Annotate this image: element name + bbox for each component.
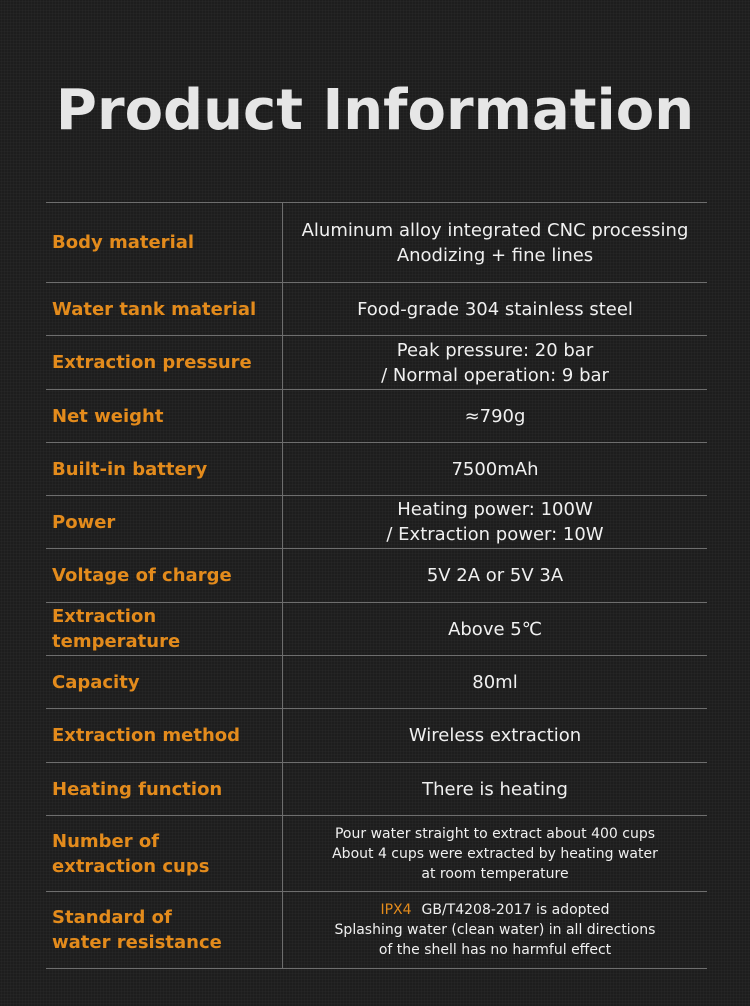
spec-value-line: 5V 2A or 5V 3A (426, 565, 564, 586)
spec-label-line: Extraction temperature (52, 606, 181, 652)
spec-value-line: Peak pressure: 20 bar (396, 339, 594, 361)
spec-value: 80ml (282, 655, 707, 709)
spec-value: Heating power: 100W / Extraction power: 1… (282, 495, 707, 549)
spec-row: Body material Aluminum alloy integrated C… (46, 202, 707, 283)
spec-value-line: / Extraction power: 10W (386, 524, 604, 545)
spec-label: Number of extraction cups (46, 815, 283, 892)
spec-value-line: There is heating (422, 778, 568, 800)
spec-label: Voltage of charge (46, 548, 283, 603)
spec-label-line: Body material (52, 232, 195, 253)
spec-label: Extraction method (46, 708, 283, 763)
spec-value-line: Anodizing + fine lines (396, 244, 594, 266)
spec-label-line: Number of (52, 830, 160, 852)
spec-label-line: Capacity (52, 671, 140, 693)
spec-value: Food-grade 304 stainless steel (282, 282, 707, 336)
spec-row: Standard of water resistance IPX4 GB/T4208-… (46, 891, 707, 969)
spec-value: 5V 2A or 5V 3A (282, 548, 707, 603)
spec-row: Extraction temperature Above 5℃ (46, 602, 707, 656)
spec-value: There is heating (282, 762, 707, 816)
spec-value-line: Wireless extraction (408, 725, 582, 746)
spec-label: Capacity (46, 655, 283, 709)
spec-value-line: Splashing water (clean water) in all dir… (334, 922, 656, 938)
spec-label: Power (46, 495, 283, 549)
spec-value-line: ≈790g (464, 405, 526, 427)
spec-row: Water tank material Food-grade 304 stainl… (46, 282, 707, 336)
spec-row: Number of extraction cups Pour water strai… (46, 815, 707, 892)
spec-label: Net weight (46, 389, 283, 443)
spec-row: Power Heating power: 100W / Extraction pow… (46, 495, 707, 549)
spec-label: Built-in battery (46, 442, 283, 496)
spec-table: Body material Aluminum alloy integrated C… (46, 202, 707, 969)
spec-label: Body material (46, 202, 283, 283)
spec-value: Aluminum alloy integrated CNC processing… (282, 202, 707, 283)
spec-label: Heating function (46, 762, 283, 816)
spec-label-line: extraction cups (52, 855, 210, 877)
spec-row: Voltage of charge 5V 2A or 5V 3A (46, 548, 707, 603)
spec-label-line: Water tank material (52, 298, 257, 320)
spec-value: ≈790g (282, 389, 707, 443)
spec-value-line: Food-grade 304 stainless steel (357, 298, 633, 320)
spec-value: IPX4 GB/T4208-2017 is adopted Splashing wa… (282, 891, 707, 969)
spec-value-line: of the shell has no harmful effect (378, 942, 612, 958)
spec-label: Water tank material (46, 282, 283, 336)
spec-label: Extraction temperature (46, 602, 283, 656)
spec-value: Pour water straight to extract about 400… (282, 815, 707, 892)
spec-label-line: water resistance (52, 932, 222, 953)
spec-value: Above 5℃ (282, 602, 707, 656)
spec-value-line: IPX4 GB/T4208-2017 is adopted (380, 902, 610, 918)
spec-label-line: Power (52, 511, 116, 533)
spec-label-line: Standard of (52, 907, 172, 928)
spec-value-line: Aluminum alloy integrated CNC processing (301, 219, 689, 241)
spec-value-line: at room temperature (421, 865, 569, 882)
spec-row: Net weight ≈790g (46, 389, 707, 443)
spec-label-line: Heating function (52, 778, 223, 800)
spec-label-line: Extraction pressure (52, 352, 252, 373)
spec-value-line: 80ml (472, 671, 518, 693)
spec-row: Heating function There is heating (46, 762, 707, 816)
spec-value: 7500mAh (282, 442, 707, 496)
spec-label: Standard of water resistance (46, 891, 283, 969)
spec-label: Extraction pressure (46, 335, 283, 390)
spec-row: Capacity 80ml (46, 655, 707, 709)
spec-label-line: Net weight (52, 405, 164, 427)
spec-label-line: Extraction method (52, 725, 241, 746)
spec-value-line: Above 5℃ (448, 618, 542, 640)
spec-value: Peak pressure: 20 bar / Normal operation:… (282, 335, 707, 390)
page-title: Product Information (55, 78, 695, 143)
spec-value-line: About 4 cups were extracted by heating w… (332, 845, 658, 862)
rating-badge: IPX4 (380, 902, 412, 918)
spec-value-line: / Normal operation: 9 bar (381, 364, 609, 386)
spec-value-line: Pour water straight to extract about 400… (334, 825, 656, 842)
spec-label-line: Voltage of charge (52, 565, 232, 586)
spec-row: Extraction method Wireless extraction (46, 708, 707, 763)
spec-row: Extraction pressure Peak pressure: 20 bar… (46, 335, 707, 390)
spec-value-line: Heating power: 100W (397, 499, 593, 520)
spec-value: Wireless extraction (282, 708, 707, 763)
spec-row: Built-in battery 7500mAh (46, 442, 707, 496)
spec-value-line: 7500mAh (451, 458, 539, 480)
spec-label-line: Built-in battery (52, 458, 208, 480)
